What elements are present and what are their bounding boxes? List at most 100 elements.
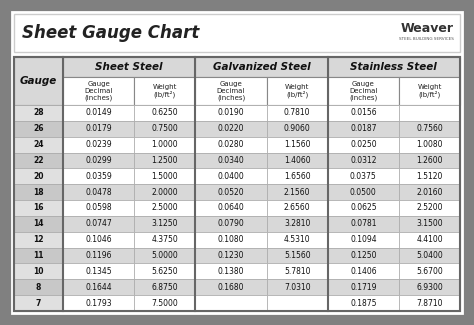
- Bar: [135, 248, 195, 264]
- Text: 2.5000: 2.5000: [152, 203, 178, 213]
- Text: 0.1196: 0.1196: [85, 251, 112, 260]
- Bar: [14, 248, 63, 264]
- Bar: [63, 137, 135, 152]
- Text: 7: 7: [36, 299, 41, 307]
- Text: 0.0478: 0.0478: [85, 188, 112, 197]
- Bar: [328, 216, 399, 232]
- Bar: [135, 295, 195, 311]
- Bar: [135, 152, 195, 168]
- Bar: [195, 152, 267, 168]
- Bar: [328, 152, 399, 168]
- Text: 7.8710: 7.8710: [416, 299, 443, 307]
- Text: 1.4060: 1.4060: [284, 156, 310, 165]
- Bar: [135, 264, 195, 279]
- Bar: [267, 200, 328, 216]
- Bar: [135, 121, 195, 137]
- Text: 2.0000: 2.0000: [152, 188, 178, 197]
- Bar: [328, 184, 399, 200]
- Bar: [63, 216, 135, 232]
- Text: 0.7560: 0.7560: [416, 124, 443, 133]
- Text: Sheet Steel: Sheet Steel: [95, 62, 163, 72]
- Text: 1.5000: 1.5000: [152, 172, 178, 181]
- Text: Gauge
Decimal
(inches): Gauge Decimal (inches): [217, 81, 245, 101]
- Bar: [399, 121, 460, 137]
- Text: Gauge: Gauge: [20, 76, 57, 86]
- Text: 0.0156: 0.0156: [350, 109, 377, 117]
- Text: 0.0190: 0.0190: [218, 109, 245, 117]
- Bar: [267, 264, 328, 279]
- Text: 2.0160: 2.0160: [416, 188, 443, 197]
- Bar: [14, 152, 63, 168]
- Bar: [195, 279, 267, 295]
- Bar: [328, 77, 399, 105]
- Bar: [63, 152, 135, 168]
- Bar: [135, 200, 195, 216]
- Bar: [399, 200, 460, 216]
- Text: 1.6560: 1.6560: [284, 172, 310, 181]
- Text: 28: 28: [33, 109, 44, 117]
- Bar: [135, 168, 195, 184]
- Text: 0.0220: 0.0220: [218, 124, 244, 133]
- Bar: [328, 121, 399, 137]
- Bar: [14, 57, 63, 105]
- Text: 0.1094: 0.1094: [350, 235, 377, 244]
- Text: 7.5000: 7.5000: [152, 299, 178, 307]
- Text: 0.1080: 0.1080: [218, 235, 244, 244]
- Bar: [399, 184, 460, 200]
- Text: 0.1680: 0.1680: [218, 283, 244, 292]
- Text: 0.0747: 0.0747: [85, 219, 112, 228]
- Text: 4.5310: 4.5310: [284, 235, 310, 244]
- Bar: [135, 184, 195, 200]
- Bar: [399, 137, 460, 152]
- Text: 0.0598: 0.0598: [85, 203, 112, 213]
- Bar: [63, 279, 135, 295]
- Bar: [267, 279, 328, 295]
- Bar: [63, 184, 135, 200]
- Bar: [399, 77, 460, 105]
- Text: 0.0280: 0.0280: [218, 140, 244, 149]
- Text: Gauge
Decimal
(inches): Gauge Decimal (inches): [84, 81, 113, 101]
- Text: Sheet Gauge Chart: Sheet Gauge Chart: [22, 24, 200, 42]
- Bar: [14, 264, 63, 279]
- Bar: [14, 200, 63, 216]
- Text: 0.0781: 0.0781: [350, 219, 377, 228]
- Text: 0.9060: 0.9060: [284, 124, 310, 133]
- Text: 11: 11: [33, 251, 44, 260]
- Bar: [267, 232, 328, 248]
- Text: 0.0299: 0.0299: [85, 156, 112, 165]
- Text: Weight
(lb/ft²): Weight (lb/ft²): [417, 84, 442, 98]
- Bar: [399, 105, 460, 121]
- Text: 2.1560: 2.1560: [284, 188, 310, 197]
- Text: Weight
(lb/ft²): Weight (lb/ft²): [153, 84, 177, 98]
- Bar: [14, 168, 63, 184]
- Text: 1.2600: 1.2600: [416, 156, 443, 165]
- Bar: [267, 184, 328, 200]
- Bar: [63, 264, 135, 279]
- Text: 0.0500: 0.0500: [350, 188, 377, 197]
- Text: 0.0239: 0.0239: [85, 140, 112, 149]
- Bar: [195, 137, 267, 152]
- Text: 0.0520: 0.0520: [218, 188, 245, 197]
- Text: 5.7810: 5.7810: [284, 267, 310, 276]
- Bar: [14, 216, 63, 232]
- Bar: [135, 279, 195, 295]
- Text: 7.0310: 7.0310: [284, 283, 310, 292]
- Bar: [135, 105, 195, 121]
- Text: 2.5200: 2.5200: [416, 203, 443, 213]
- Bar: [267, 152, 328, 168]
- Bar: [328, 232, 399, 248]
- Bar: [195, 248, 267, 264]
- Text: 2.6560: 2.6560: [284, 203, 310, 213]
- Bar: [63, 168, 135, 184]
- Bar: [195, 121, 267, 137]
- Bar: [135, 216, 195, 232]
- Bar: [195, 295, 267, 311]
- Bar: [63, 57, 195, 77]
- Text: 14: 14: [33, 219, 44, 228]
- Text: 0.0790: 0.0790: [218, 219, 245, 228]
- Text: 26: 26: [33, 124, 44, 133]
- Bar: [399, 264, 460, 279]
- Bar: [399, 232, 460, 248]
- Text: 0.0312: 0.0312: [350, 156, 377, 165]
- Text: 16: 16: [33, 203, 44, 213]
